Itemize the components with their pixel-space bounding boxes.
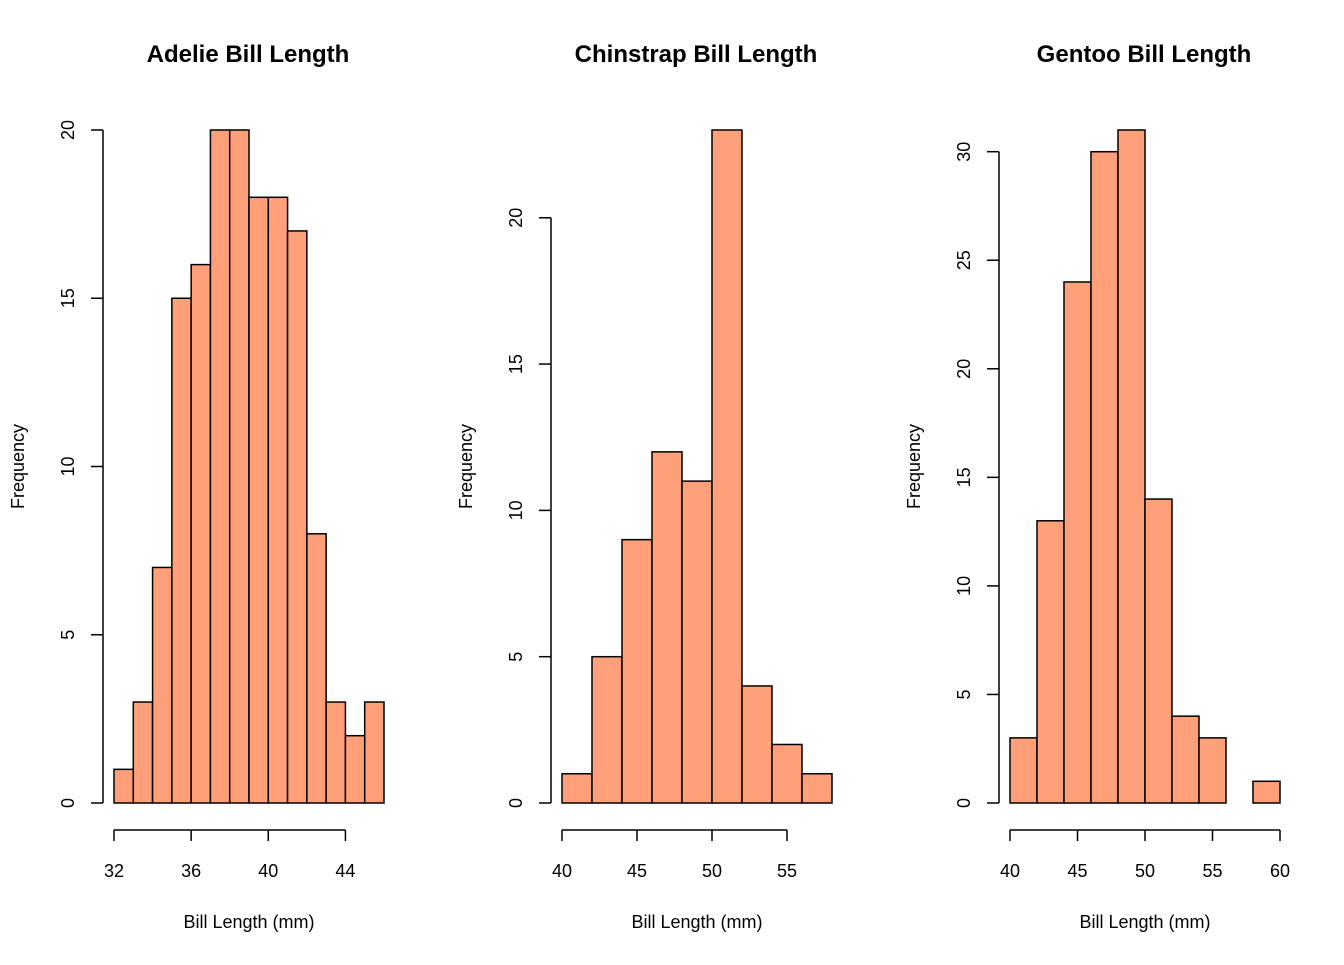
histogram-bar xyxy=(171,297,192,804)
histogram-bar xyxy=(711,129,743,804)
x-tick-label: 40 xyxy=(1000,861,1020,881)
y-tick-label: 10 xyxy=(954,576,974,596)
y-tick-label: 0 xyxy=(954,798,974,808)
histogram-bar xyxy=(801,772,833,804)
x-tick-label: 55 xyxy=(777,861,797,881)
histogram-bar xyxy=(1171,715,1200,804)
y-tick-label: 5 xyxy=(58,630,78,640)
x-tick-label: 60 xyxy=(1270,861,1290,881)
histogram-bar xyxy=(209,129,231,804)
y-axis: 0 5 10 15 20 xyxy=(506,208,552,808)
histogram-bar xyxy=(344,734,366,804)
y-tick-label: 0 xyxy=(506,798,526,808)
histogram-bar xyxy=(113,768,135,804)
histogram-bar xyxy=(267,196,289,804)
panel-title: Gentoo Bill Length xyxy=(1037,41,1252,68)
y-axis-label: Frequency xyxy=(8,424,28,509)
bars-group xyxy=(113,129,385,804)
x-axis: 40 45 50 55 xyxy=(552,829,797,881)
y-axis: 0 5 10 15 20 25 30 xyxy=(954,142,1000,808)
y-tick-label: 10 xyxy=(506,500,526,520)
histogram-bar xyxy=(651,451,683,804)
histogram-bar xyxy=(325,701,347,804)
y-tick-label: 5 xyxy=(506,652,526,662)
panel-adelie: Adelie Bill Length Bill Length (mm) Freq… xyxy=(8,41,385,932)
y-tick-label: 30 xyxy=(954,142,974,162)
y-tick-label: 25 xyxy=(954,250,974,270)
x-axis: 32 36 40 44 xyxy=(104,829,355,881)
x-axis-label: Bill Length (mm) xyxy=(1079,912,1210,932)
x-axis: 40 45 50 55 60 xyxy=(1000,829,1290,881)
histogram-bar xyxy=(561,772,593,804)
x-axis-label: Bill Length (mm) xyxy=(183,912,314,932)
histogram-bar xyxy=(228,129,250,804)
histogram-bar xyxy=(151,566,173,804)
x-tick-label: 44 xyxy=(335,861,355,881)
x-tick-label: 50 xyxy=(702,861,722,881)
x-tick-label: 45 xyxy=(627,861,647,881)
x-tick-label: 32 xyxy=(104,861,124,881)
x-tick-label: 45 xyxy=(1067,861,1087,881)
histogram-bar xyxy=(1063,281,1092,804)
x-tick-label: 40 xyxy=(552,861,572,881)
panel-chinstrap: Chinstrap Bill Length Bill Length (mm) F… xyxy=(456,41,833,932)
histogram-bar xyxy=(363,701,385,804)
histogram-bar xyxy=(190,263,212,804)
x-axis-label: Bill Length (mm) xyxy=(631,912,762,932)
histogram-bar xyxy=(591,655,623,804)
histogram-bar xyxy=(132,701,154,804)
y-tick-label: 20 xyxy=(58,120,78,140)
y-tick-label: 15 xyxy=(954,467,974,487)
x-tick-label: 50 xyxy=(1135,861,1155,881)
histogram-bar xyxy=(248,196,270,804)
histogram-bar xyxy=(1252,780,1281,804)
y-tick-label: 20 xyxy=(954,359,974,379)
y-tick-label: 10 xyxy=(58,456,78,476)
histogram-bar xyxy=(1144,498,1173,804)
y-tick-label: 0 xyxy=(58,798,78,808)
histogram-bar xyxy=(741,685,773,804)
y-tick-label: 20 xyxy=(506,208,526,228)
histogram-bar xyxy=(1198,737,1227,804)
x-tick-label: 55 xyxy=(1202,861,1222,881)
histogram-bar xyxy=(1036,520,1065,804)
histogram-bar xyxy=(1117,129,1146,804)
y-tick-label: 15 xyxy=(58,288,78,308)
bars-group xyxy=(1009,129,1281,804)
y-axis-label: Frequency xyxy=(456,424,476,509)
histogram-bar xyxy=(306,533,327,804)
histogram-bar xyxy=(771,743,803,804)
y-axis-label: Frequency xyxy=(904,424,924,509)
histogram-bar xyxy=(1090,150,1119,804)
histogram-bar xyxy=(1009,737,1038,804)
histogram-bar xyxy=(621,538,653,804)
histogram-bar xyxy=(286,230,308,804)
x-tick-label: 36 xyxy=(181,861,201,881)
y-tick-label: 15 xyxy=(506,354,526,374)
panel-title: Chinstrap Bill Length xyxy=(575,41,818,68)
panel-title: Adelie Bill Length xyxy=(147,41,350,68)
histogram-bar xyxy=(681,480,713,804)
y-tick-label: 5 xyxy=(954,689,974,699)
x-tick-label: 40 xyxy=(258,861,278,881)
y-axis: 0 5 10 15 20 xyxy=(58,120,104,808)
panel-gentoo: Gentoo Bill Length Bill Length (mm) Freq… xyxy=(904,41,1290,932)
bars-group xyxy=(561,129,833,804)
